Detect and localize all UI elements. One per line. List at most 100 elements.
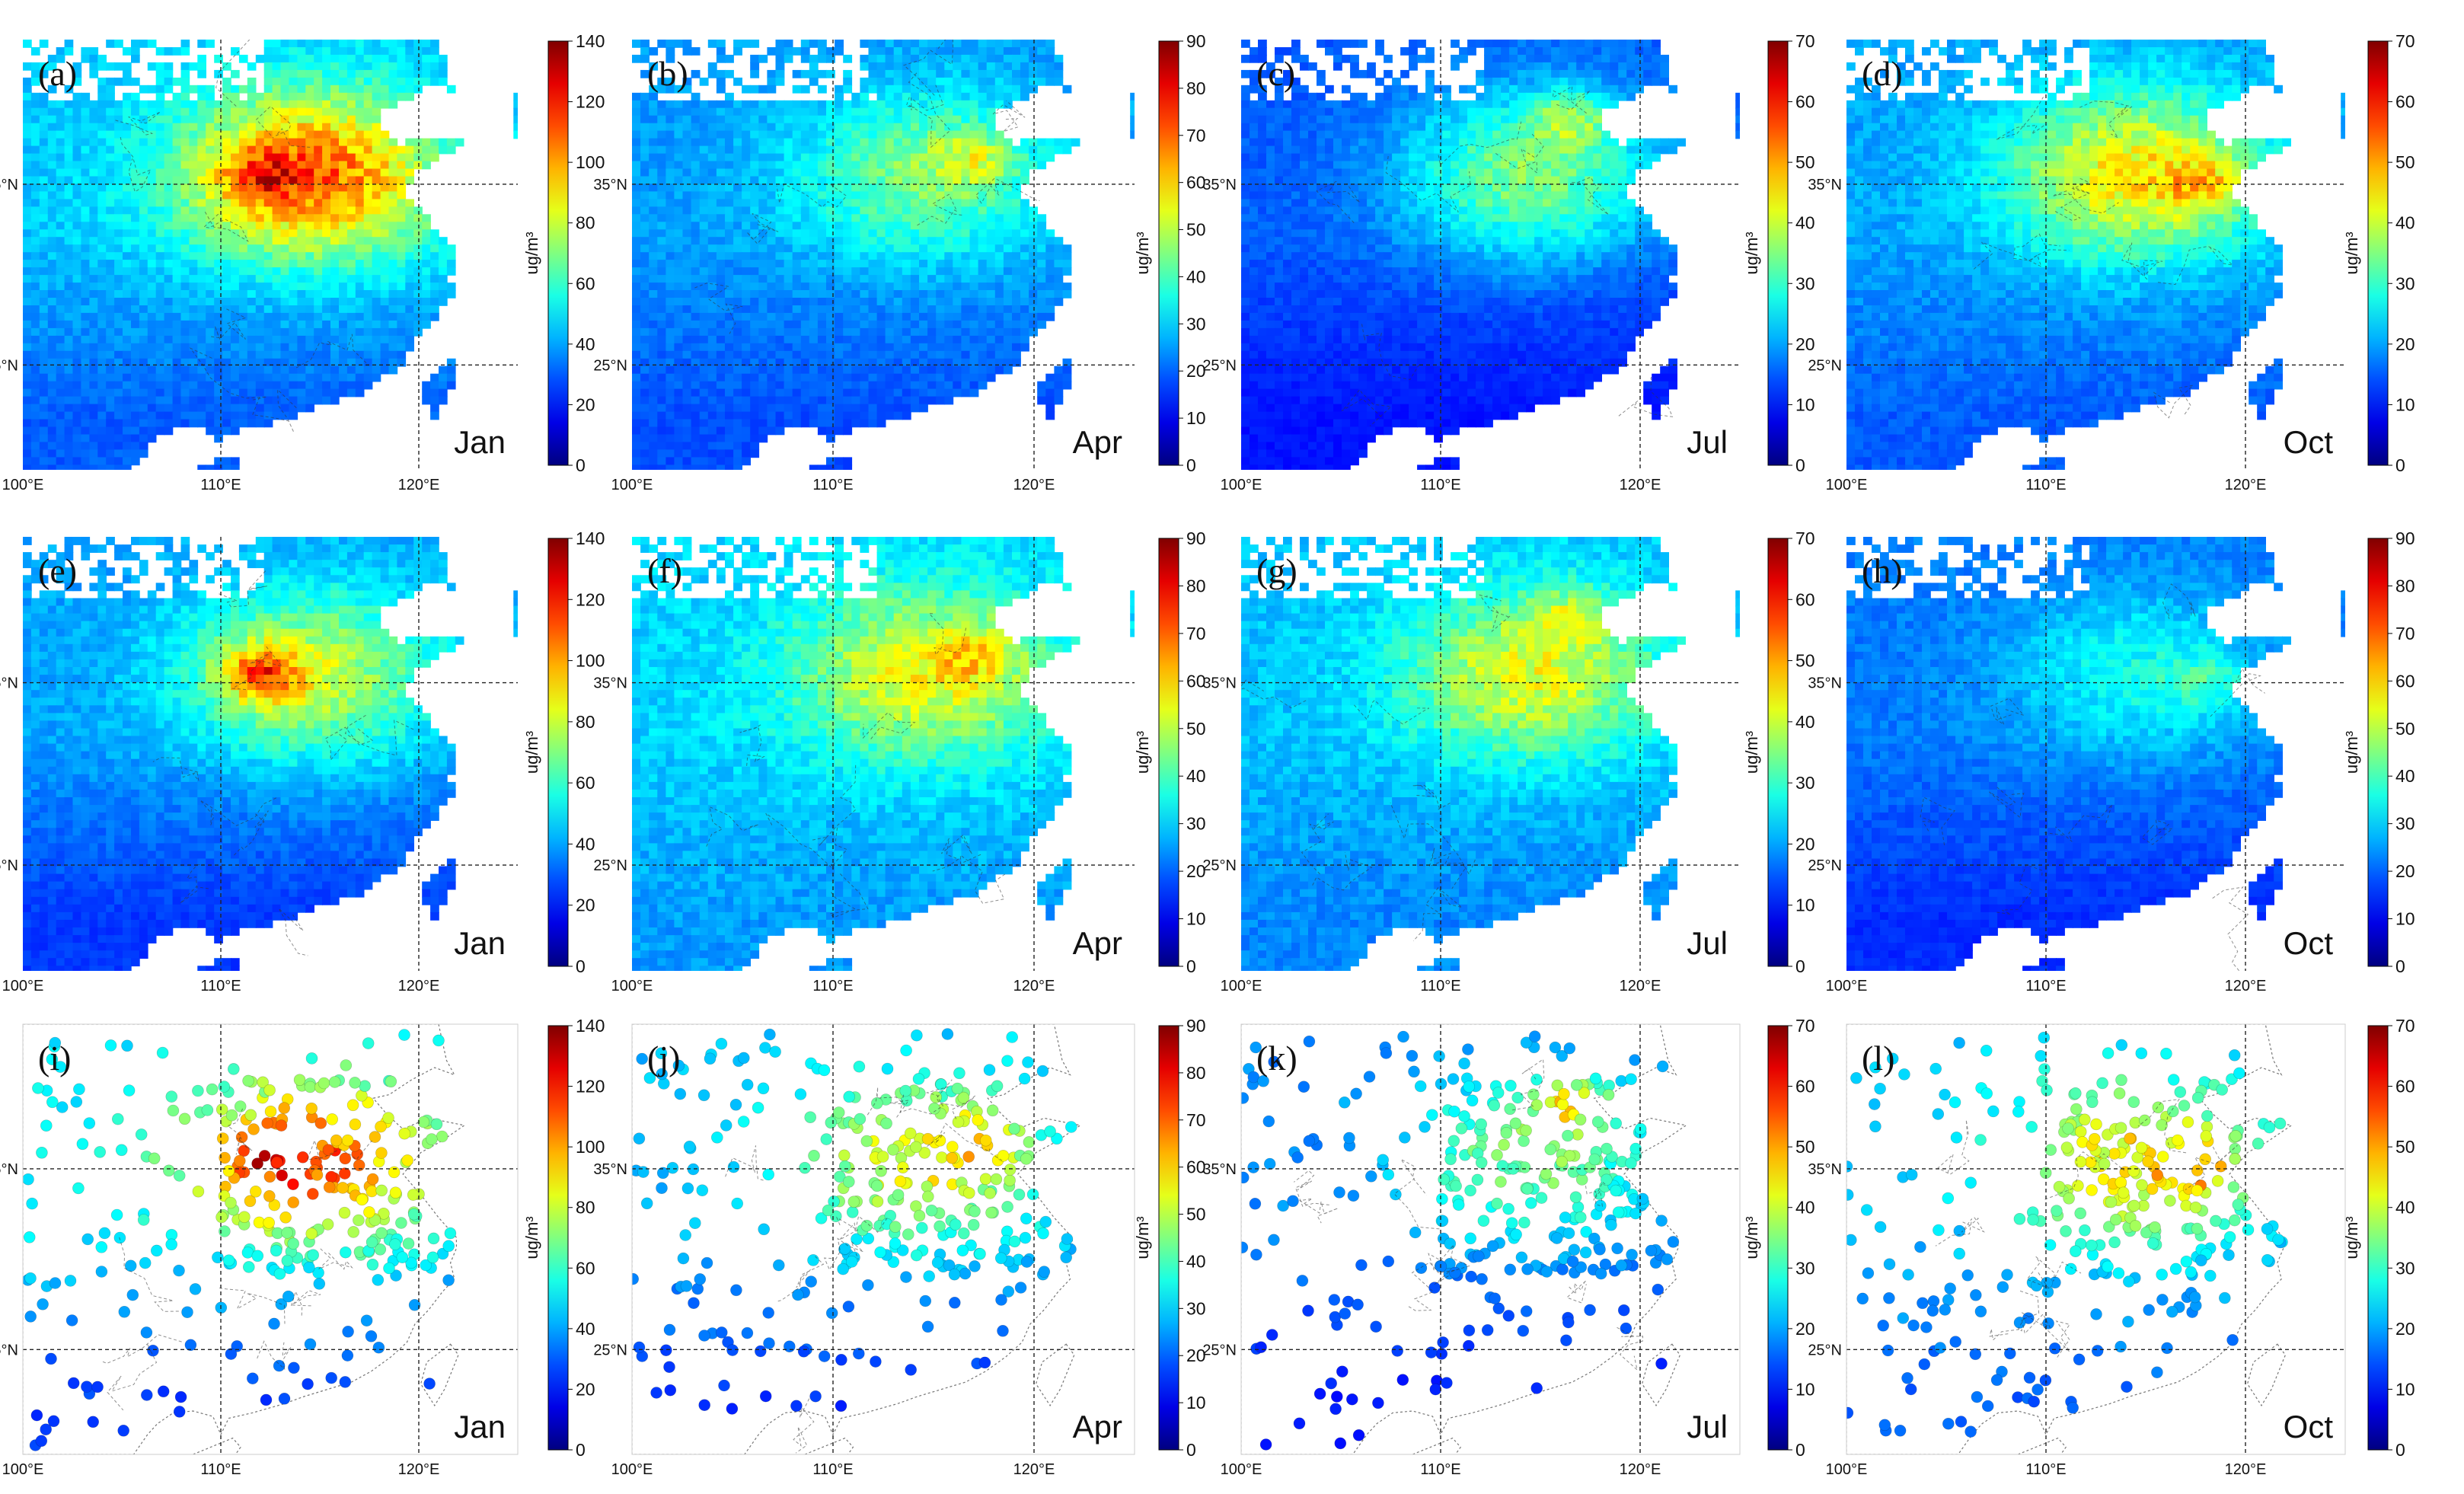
heatmap-cell bbox=[372, 85, 381, 94]
heatmap-cell bbox=[314, 62, 323, 71]
heatmap-cell bbox=[1130, 107, 1135, 117]
heatmap-cell bbox=[231, 335, 240, 344]
heatmap-cell bbox=[953, 381, 962, 390]
heatmap-cell bbox=[422, 283, 431, 291]
heatmap-cell bbox=[851, 206, 861, 215]
heatmap-cell bbox=[197, 275, 206, 283]
heatmap-cell bbox=[876, 381, 886, 390]
heatmap-cell bbox=[47, 449, 57, 458]
heatmap-cell bbox=[56, 426, 65, 436]
heatmap-cell bbox=[733, 404, 742, 413]
heatmap-cell bbox=[885, 312, 895, 321]
heatmap-cell bbox=[39, 138, 49, 147]
heatmap-cell bbox=[733, 77, 742, 86]
heatmap-cell bbox=[876, 290, 886, 298]
heatmap-cell bbox=[30, 69, 40, 78]
heatmap-cell bbox=[322, 40, 331, 48]
heatmap-cell bbox=[1045, 275, 1055, 283]
heatmap-cell bbox=[1020, 298, 1029, 306]
heatmap-cell bbox=[23, 457, 32, 466]
heatmap-cell bbox=[30, 184, 40, 193]
heatmap-cell bbox=[30, 100, 40, 109]
heatmap-cell bbox=[961, 199, 971, 208]
heatmap-cell bbox=[632, 350, 641, 359]
heatmap-cell bbox=[330, 69, 340, 78]
heatmap-cell bbox=[263, 145, 273, 155]
heatmap-cell bbox=[197, 350, 206, 359]
heatmap-cell bbox=[363, 69, 373, 78]
heatmap-cell bbox=[919, 252, 928, 260]
heatmap-cell bbox=[322, 69, 331, 78]
heatmap-cell bbox=[263, 100, 273, 109]
heatmap-cell bbox=[214, 199, 223, 208]
heatmap-cell bbox=[775, 130, 785, 139]
heatmap-cell bbox=[322, 168, 331, 177]
heatmap-cell bbox=[322, 214, 331, 223]
heatmap-cell bbox=[835, 388, 844, 397]
heatmap-cell bbox=[106, 449, 115, 458]
heatmap-cell bbox=[876, 260, 886, 268]
heatmap-cell bbox=[280, 168, 290, 177]
heatmap-cell bbox=[106, 252, 115, 260]
heatmap-cell bbox=[1409, 47, 1418, 56]
heatmap-cell bbox=[430, 388, 439, 397]
heatmap-cell bbox=[380, 320, 390, 329]
heatmap-cell bbox=[640, 366, 650, 375]
heatmap-cell bbox=[826, 411, 835, 420]
heatmap-cell bbox=[397, 199, 407, 208]
heatmap-cell bbox=[30, 404, 40, 413]
heatmap-cell bbox=[81, 115, 91, 124]
heatmap-cell bbox=[289, 305, 298, 314]
heatmap-cell bbox=[1045, 40, 1055, 48]
heatmap-cell bbox=[784, 373, 793, 382]
heatmap-cell bbox=[180, 411, 190, 420]
heatmap-cell bbox=[1045, 244, 1055, 253]
heatmap-cell bbox=[775, 305, 785, 314]
heatmap-cell bbox=[851, 153, 861, 162]
heatmap-cell bbox=[944, 388, 954, 397]
heatmap-cell bbox=[222, 335, 231, 344]
heatmap-cell bbox=[305, 176, 314, 185]
heatmap-cell bbox=[775, 184, 785, 193]
heatmap-cell bbox=[255, 153, 265, 162]
heatmap-cell bbox=[1020, 138, 1029, 147]
heatmap-cell bbox=[155, 145, 165, 155]
heatmap-cell bbox=[674, 107, 684, 117]
heatmap-cell bbox=[868, 199, 878, 208]
heatmap-cell bbox=[231, 275, 240, 283]
heatmap-cell bbox=[206, 388, 215, 397]
heatmap-cell bbox=[372, 153, 381, 162]
heatmap-cell bbox=[927, 320, 937, 329]
heatmap-cell bbox=[314, 320, 323, 329]
heatmap-cell bbox=[919, 343, 928, 352]
heatmap-cell bbox=[106, 229, 115, 238]
heatmap-cell bbox=[231, 153, 240, 162]
heatmap-cell bbox=[826, 206, 835, 215]
heatmap-cell bbox=[289, 191, 298, 200]
heatmap-cell bbox=[893, 176, 903, 185]
heatmap-cell bbox=[255, 206, 265, 215]
heatmap-cell bbox=[716, 168, 726, 177]
heatmap-cell bbox=[23, 335, 32, 344]
heatmap-cell bbox=[775, 229, 785, 238]
heatmap-cell bbox=[969, 275, 979, 283]
heatmap-cell bbox=[944, 312, 954, 321]
heatmap-cell bbox=[72, 244, 82, 253]
heatmap-cell bbox=[1003, 47, 1013, 56]
heatmap-cell bbox=[725, 184, 734, 193]
heatmap-cell bbox=[876, 358, 886, 367]
heatmap-cell bbox=[640, 229, 650, 238]
heatmap-cell bbox=[640, 419, 650, 428]
heatmap-cell bbox=[1037, 381, 1047, 390]
heatmap-cell bbox=[23, 350, 32, 359]
heatmap-cell bbox=[792, 267, 802, 276]
heatmap-cell bbox=[155, 381, 165, 390]
heatmap-cell bbox=[147, 107, 157, 117]
heatmap-cell bbox=[927, 244, 937, 253]
heatmap-cell bbox=[775, 123, 785, 132]
heatmap-cell bbox=[969, 350, 979, 359]
heatmap-cell bbox=[843, 69, 853, 78]
heatmap-cell bbox=[280, 366, 290, 375]
heatmap-cell bbox=[1020, 327, 1029, 337]
